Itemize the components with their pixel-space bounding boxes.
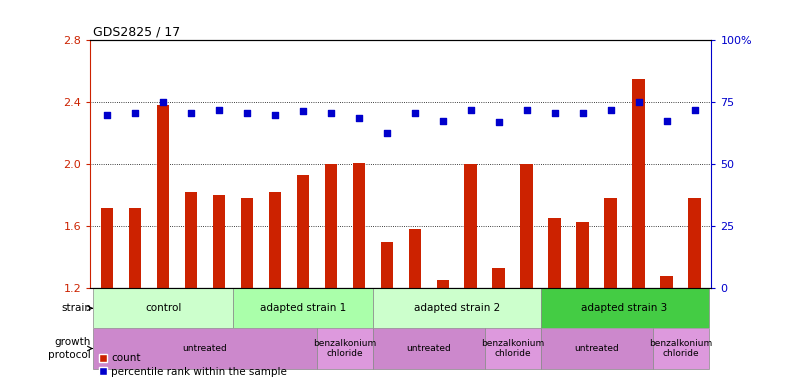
- Point: [213, 107, 226, 113]
- Bar: [353, 163, 365, 288]
- Bar: [94, 288, 233, 328]
- Bar: [94, 328, 317, 369]
- Bar: [520, 164, 533, 288]
- Point: [604, 107, 617, 113]
- Bar: [576, 222, 589, 288]
- Point: [269, 112, 281, 118]
- Point: [129, 110, 141, 116]
- Text: adapted strain 2: adapted strain 2: [413, 303, 500, 313]
- Point: [325, 110, 337, 116]
- Text: adapted strain 3: adapted strain 3: [582, 303, 668, 313]
- Text: growth: growth: [55, 338, 91, 348]
- Bar: [493, 268, 505, 288]
- Bar: [652, 328, 708, 369]
- Bar: [185, 192, 197, 288]
- Bar: [373, 288, 541, 328]
- Point: [436, 118, 449, 124]
- Bar: [325, 164, 337, 288]
- Point: [353, 114, 365, 121]
- Legend: count, percentile rank within the sample: count, percentile rank within the sample: [96, 349, 292, 381]
- Bar: [541, 328, 652, 369]
- Bar: [129, 208, 141, 288]
- Text: untreated: untreated: [182, 344, 227, 353]
- Bar: [317, 328, 373, 369]
- Bar: [465, 164, 477, 288]
- Text: protocol: protocol: [49, 349, 91, 359]
- Point: [576, 110, 589, 116]
- Point: [241, 110, 253, 116]
- Text: adapted strain 1: adapted strain 1: [260, 303, 346, 313]
- Bar: [409, 229, 421, 288]
- Bar: [485, 328, 541, 369]
- Text: benzalkonium
chloride: benzalkonium chloride: [481, 339, 545, 358]
- Bar: [689, 198, 701, 288]
- Point: [493, 119, 505, 126]
- Bar: [549, 218, 561, 288]
- Point: [689, 107, 701, 113]
- Bar: [296, 175, 309, 288]
- Text: GDS2825 / 17: GDS2825 / 17: [94, 26, 181, 39]
- Bar: [157, 105, 170, 288]
- Point: [549, 110, 561, 116]
- Bar: [241, 198, 253, 288]
- Point: [296, 108, 309, 114]
- Bar: [541, 288, 708, 328]
- Text: untreated: untreated: [406, 344, 451, 353]
- Bar: [436, 280, 449, 288]
- Bar: [213, 195, 226, 288]
- Point: [632, 99, 645, 105]
- Text: benzalkonium
chloride: benzalkonium chloride: [649, 339, 712, 358]
- Point: [380, 130, 393, 136]
- Point: [157, 99, 170, 105]
- Bar: [233, 288, 373, 328]
- Point: [660, 118, 673, 124]
- Text: control: control: [145, 303, 182, 313]
- Text: strain: strain: [61, 303, 91, 313]
- Bar: [632, 79, 645, 288]
- Bar: [269, 192, 281, 288]
- Point: [465, 107, 477, 113]
- Text: untreated: untreated: [575, 344, 619, 353]
- Bar: [101, 208, 113, 288]
- Bar: [660, 276, 673, 288]
- Bar: [373, 328, 485, 369]
- Point: [520, 107, 533, 113]
- Text: benzalkonium
chloride: benzalkonium chloride: [314, 339, 376, 358]
- Point: [185, 110, 197, 116]
- Point: [409, 110, 421, 116]
- Point: [101, 112, 113, 118]
- Bar: [380, 242, 393, 288]
- Bar: [604, 198, 617, 288]
